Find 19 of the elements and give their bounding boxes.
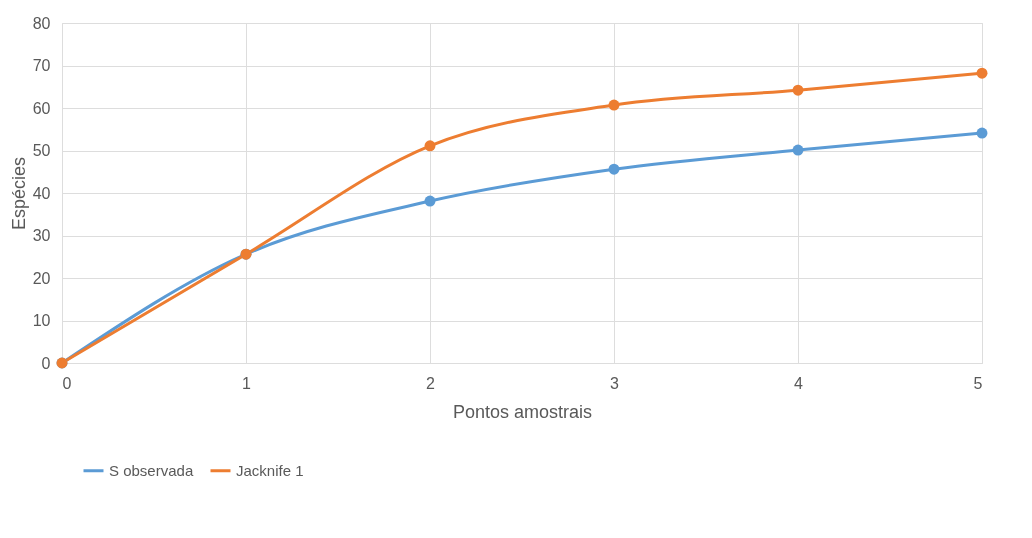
x-axis-title: Pontos amostrais [452,401,593,422]
y-tick-label: 30 [32,227,51,244]
x-tick-label: 2 [426,374,436,392]
x-tick-label: 3 [610,374,620,392]
x-tick-label: 1 [242,374,252,392]
y-tick-label: 0 [41,354,51,372]
y-tick-label: 80 [32,14,51,32]
x-tick-label: 4 [794,374,804,392]
y-tick-label: 70 [32,57,51,74]
legend-label: S observada [109,461,194,479]
y-tick-label: 40 [32,184,51,202]
y-axis-title: Espécies [8,156,29,231]
x-tick-label: 5 [973,374,983,392]
y-tick-label: 20 [32,269,51,287]
x-tick-label: 0 [62,374,72,392]
legend-label: Jacknife 1 [236,461,304,479]
y-tick-label: 60 [32,99,51,117]
y-tick-label: 10 [32,312,51,329]
y-tick-label: 50 [32,142,51,159]
